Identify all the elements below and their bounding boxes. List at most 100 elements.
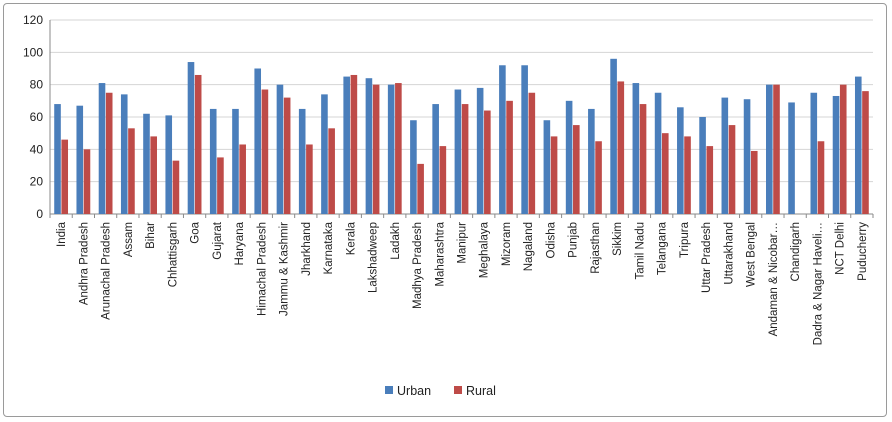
bar-urban <box>232 108 239 214</box>
legend-swatch-rural <box>454 386 462 394</box>
bar-rural <box>261 89 269 214</box>
bar-urban <box>209 108 217 214</box>
bar-rural <box>439 146 447 214</box>
x-category-label: Maharashtra <box>434 221 446 286</box>
bar-rural <box>417 163 424 214</box>
x-category-label: Gujarat <box>212 221 224 260</box>
x-category-label: Madhya Pradesh <box>412 222 424 309</box>
bar-rural <box>684 136 691 214</box>
bar-urban <box>365 78 373 214</box>
bar-urban <box>677 107 684 214</box>
y-tick-label: 60 <box>30 110 44 124</box>
bar-rural <box>350 74 358 214</box>
bar-urban <box>565 100 573 214</box>
bar-rural <box>461 104 469 214</box>
bar-rural <box>328 128 335 214</box>
x-category-label: Telangana <box>657 221 669 275</box>
x-category-label: NCT Delhi <box>835 222 847 275</box>
bar-urban <box>432 104 439 214</box>
bar-urban <box>343 76 350 214</box>
x-category-label: Puducherry <box>857 222 869 281</box>
x-category-label: Tamil Nadu <box>634 222 646 280</box>
x-category-label: Kerala <box>345 221 357 255</box>
bar-rural <box>172 160 180 214</box>
bar-rural <box>83 149 91 214</box>
y-tick-label: 20 <box>30 175 44 189</box>
bar-rural <box>283 97 291 214</box>
bar-rural <box>839 84 847 215</box>
bar-urban <box>454 89 462 214</box>
bar-rural <box>239 144 246 214</box>
x-category-label: Sikkim <box>612 222 624 256</box>
bar-rural <box>217 157 224 214</box>
bar-urban <box>321 94 328 214</box>
bar-urban <box>766 84 773 215</box>
x-category-label: Manipur <box>457 222 469 264</box>
bar-rural <box>817 141 825 214</box>
bar-rural <box>661 133 669 214</box>
bar-rural <box>706 146 714 214</box>
bar-urban <box>721 97 729 214</box>
x-category-label: West Bengal <box>746 222 758 287</box>
bar-rural <box>728 125 736 214</box>
x-category-label: Assam <box>123 222 135 257</box>
bar-rural <box>750 150 758 214</box>
x-category-label: Odisha <box>545 221 557 258</box>
bar-rural <box>194 74 202 214</box>
bar-urban <box>254 68 262 214</box>
bar-urban <box>543 120 551 214</box>
bar-urban <box>187 62 195 215</box>
bar-urban <box>743 99 751 214</box>
bar-urban <box>298 108 306 214</box>
bar-urban <box>476 87 484 214</box>
bar-urban <box>410 120 417 214</box>
x-category-label: Andhra Pradesh <box>78 222 90 305</box>
x-category-label: India <box>56 221 68 247</box>
bar-urban <box>588 108 595 214</box>
x-category-label: Andaman & Nicobar… <box>768 222 780 336</box>
bar-urban <box>832 95 840 214</box>
bar-rural <box>528 92 536 214</box>
x-category-label: Ladakh <box>390 222 402 260</box>
bar-urban <box>499 65 506 215</box>
bar-rural <box>639 104 647 214</box>
bar-rural <box>595 141 602 214</box>
x-category-label: Meghalaya <box>479 221 491 278</box>
bar-urban <box>165 115 173 214</box>
x-category-label: Uttarakhand <box>723 222 735 285</box>
bar-urban <box>521 65 528 215</box>
bar-rural <box>773 84 780 215</box>
x-category-label: Tripura <box>679 221 691 258</box>
x-category-label: Mizoram <box>501 222 513 266</box>
x-category-label: Jammu & Kashmir <box>279 222 291 316</box>
bar-rural <box>617 81 625 214</box>
bar-urban <box>788 102 795 214</box>
x-category-label: Arunachal Pradesh <box>101 222 113 320</box>
x-category-label: Chandigarh <box>790 222 802 281</box>
bar-rural <box>372 84 380 215</box>
x-category-label: Bihar <box>145 222 157 249</box>
x-category-label: Punjab <box>568 222 580 258</box>
legend-swatch-urban <box>385 386 393 394</box>
x-category-label: Lakshadweep <box>368 222 380 293</box>
x-category-label: Dadra & Nagar Haveli… <box>812 222 824 345</box>
bar-rural <box>395 83 402 214</box>
x-category-label: Himachal Pradesh <box>256 222 268 316</box>
bar-urban <box>610 58 617 214</box>
bar-urban <box>699 117 706 214</box>
bar-urban <box>143 113 150 214</box>
bar-urban <box>654 92 662 214</box>
y-tick-label: 80 <box>30 78 44 92</box>
bar-urban <box>387 84 395 215</box>
y-tick-label: 120 <box>23 13 43 27</box>
bar-urban <box>54 104 61 214</box>
bar-rural <box>150 136 157 214</box>
bar-urban <box>120 94 128 214</box>
bar-rural <box>862 91 869 214</box>
bar-urban <box>854 76 862 214</box>
y-tick-label: 100 <box>23 45 43 59</box>
legend-label-rural: Rural <box>466 384 496 398</box>
bar-rural <box>484 110 491 214</box>
bar-rural <box>61 139 69 214</box>
